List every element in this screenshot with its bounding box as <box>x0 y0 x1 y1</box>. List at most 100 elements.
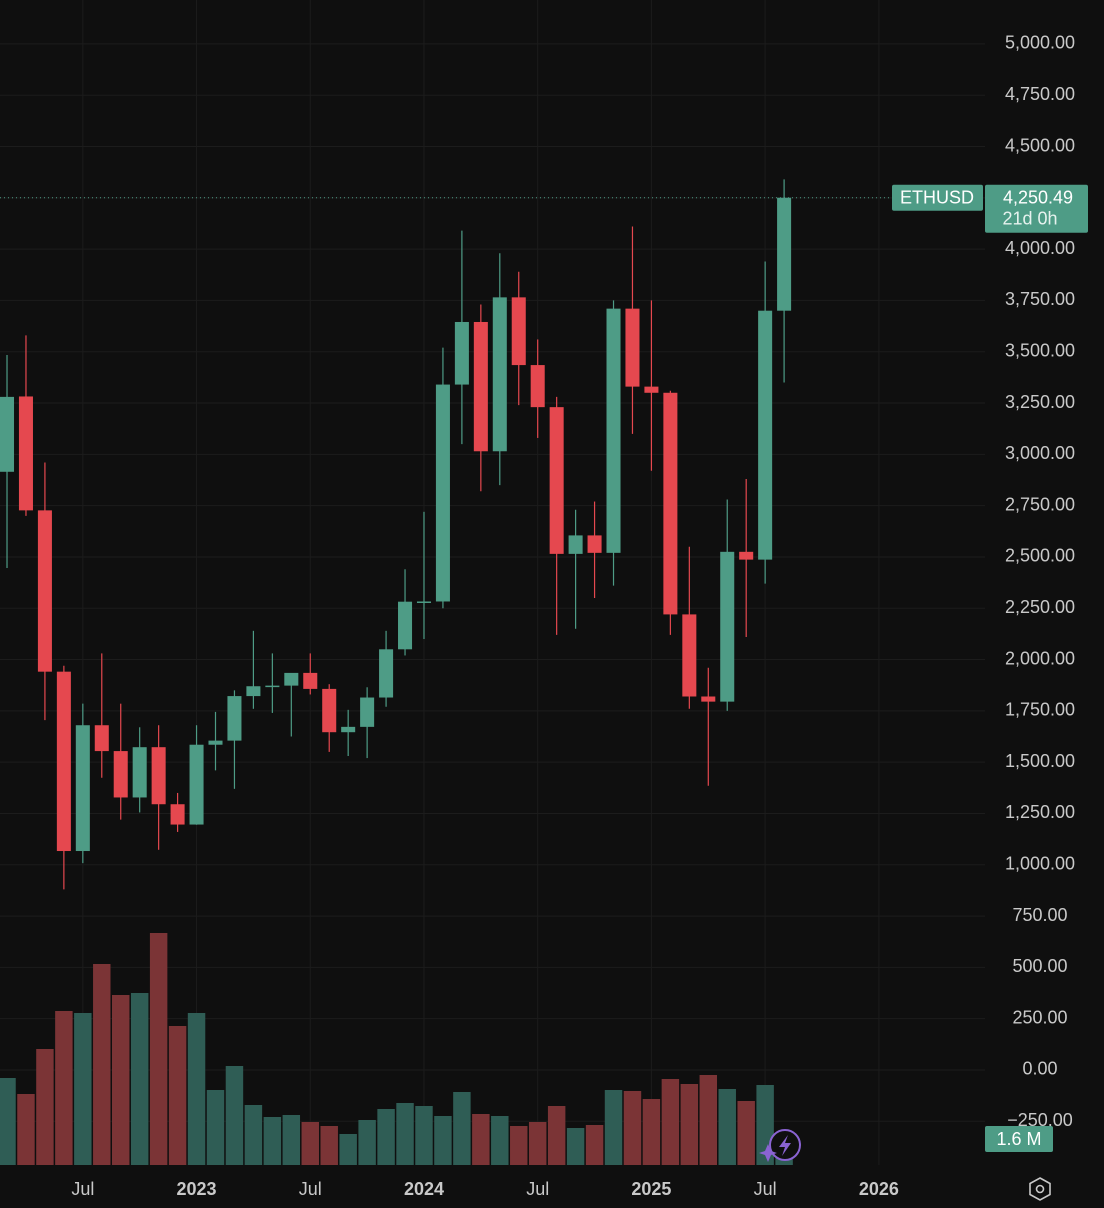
y-tick-label: 3,750.00 <box>1005 289 1075 309</box>
axes: −250.00 0.00 250.00 500.00 750.00 1,000.00 1,2… <box>71 33 1075 1199</box>
volume-bar <box>642 1099 661 1165</box>
candle-body <box>246 686 261 697</box>
volume-bar <box>244 1105 263 1165</box>
volume-tag-bg <box>985 1126 1053 1152</box>
volume-bar <box>510 1126 528 1165</box>
volume-bar <box>661 1079 680 1165</box>
candle-body <box>416 601 431 603</box>
candle-body <box>265 685 280 688</box>
settings-icon-dot <box>1035 1184 1045 1194</box>
y-tick-label: 3,250.00 <box>1005 392 1075 412</box>
volume-bar <box>112 995 130 1165</box>
x-tick-label: 2026 <box>859 1179 899 1199</box>
candle-body <box>777 197 792 311</box>
volume-bar <box>263 1117 282 1165</box>
candle-body <box>530 365 545 408</box>
candle-body <box>682 614 697 697</box>
candle-body <box>492 297 507 452</box>
y-tick-label: 3,500.00 <box>1005 340 1075 360</box>
y-tick-label: 4,750.00 <box>1005 84 1075 104</box>
volume-bar <box>718 1089 736 1165</box>
volume-bar <box>737 1101 755 1165</box>
volume-bar <box>699 1075 718 1165</box>
candle-body <box>739 551 754 560</box>
y-tick-label: 0.00 <box>1022 1059 1057 1079</box>
candle-body <box>379 649 394 698</box>
candle-body <box>606 308 621 553</box>
volume-bar <box>149 933 168 1165</box>
candles <box>0 179 792 890</box>
x-tick-label: Jul <box>526 1179 549 1199</box>
volume-bar <box>604 1090 623 1165</box>
candle-body <box>208 740 223 745</box>
volume-bar <box>680 1084 699 1165</box>
volume-bar <box>415 1106 433 1165</box>
candle-body <box>454 321 469 385</box>
volume-bar <box>491 1116 509 1165</box>
volume-bar <box>623 1091 642 1165</box>
candle-body <box>398 601 413 650</box>
candle-body <box>18 396 33 511</box>
candle-body <box>322 688 337 733</box>
candle-body <box>189 744 204 825</box>
y-tick-label: 1,500.00 <box>1005 751 1075 771</box>
volume-bar <box>434 1116 452 1165</box>
sparkle <box>759 1144 777 1162</box>
volume-bar <box>320 1126 338 1165</box>
volume-bar <box>528 1122 547 1165</box>
price-tag-bg <box>985 184 1088 233</box>
volume-bar <box>301 1122 319 1165</box>
candle-body <box>75 725 90 852</box>
y-tick-label: 500.00 <box>1012 956 1067 976</box>
candle-body <box>132 747 147 798</box>
candle-body <box>511 297 526 366</box>
x-tick-label: 2023 <box>177 1179 217 1199</box>
x-tick-label: Jul <box>754 1179 777 1199</box>
x-tick-label: 2025 <box>631 1179 671 1199</box>
volume-bar <box>130 993 149 1165</box>
settings-icon[interactable] <box>1029 1177 1051 1201</box>
candle-body <box>549 407 564 554</box>
candle-body <box>644 386 659 393</box>
candle-body <box>758 310 773 560</box>
y-tick-label: 2,250.00 <box>1005 597 1075 617</box>
volume-bar <box>17 1094 35 1165</box>
candle-body <box>227 696 242 741</box>
candle-body <box>360 697 375 727</box>
candle-body <box>473 321 488 452</box>
candle-body <box>56 671 71 852</box>
y-tick-label: 5,000.00 <box>1005 33 1075 53</box>
candle-body <box>0 396 15 472</box>
candle-body <box>151 747 166 805</box>
volume-bar <box>377 1109 395 1165</box>
volume-bar <box>187 1013 206 1165</box>
volume-bar <box>585 1125 604 1165</box>
volume-bar <box>396 1103 414 1165</box>
candle-body <box>663 392 678 615</box>
volume-bar <box>472 1114 490 1165</box>
x-tick-label: Jul <box>71 1179 94 1199</box>
candle-body <box>701 696 716 702</box>
y-tick-label: 2,000.00 <box>1005 648 1075 668</box>
candle-body <box>341 726 356 733</box>
volume-bar <box>206 1090 225 1165</box>
volume-bar <box>168 1026 187 1165</box>
price-tag: 4,250.49 <box>1003 187 1073 207</box>
symbol-tag: ETHUSD <box>900 187 974 207</box>
volume-bar <box>566 1128 585 1165</box>
volume-bar <box>358 1120 376 1165</box>
candle-body <box>37 510 52 672</box>
volume-pane <box>0 933 793 1165</box>
countdown: 21d 0h <box>1002 208 1057 228</box>
volume-bar <box>339 1134 357 1165</box>
flash-bolt <box>779 1135 791 1156</box>
candle-body <box>435 384 450 602</box>
volume-bar <box>36 1049 54 1165</box>
candle-body <box>170 804 185 825</box>
volume-bar <box>225 1066 244 1165</box>
volume-bar <box>453 1092 471 1165</box>
y-tick-label: 1,250.00 <box>1005 802 1075 822</box>
candle-body <box>568 535 583 554</box>
candle-body <box>94 725 109 752</box>
